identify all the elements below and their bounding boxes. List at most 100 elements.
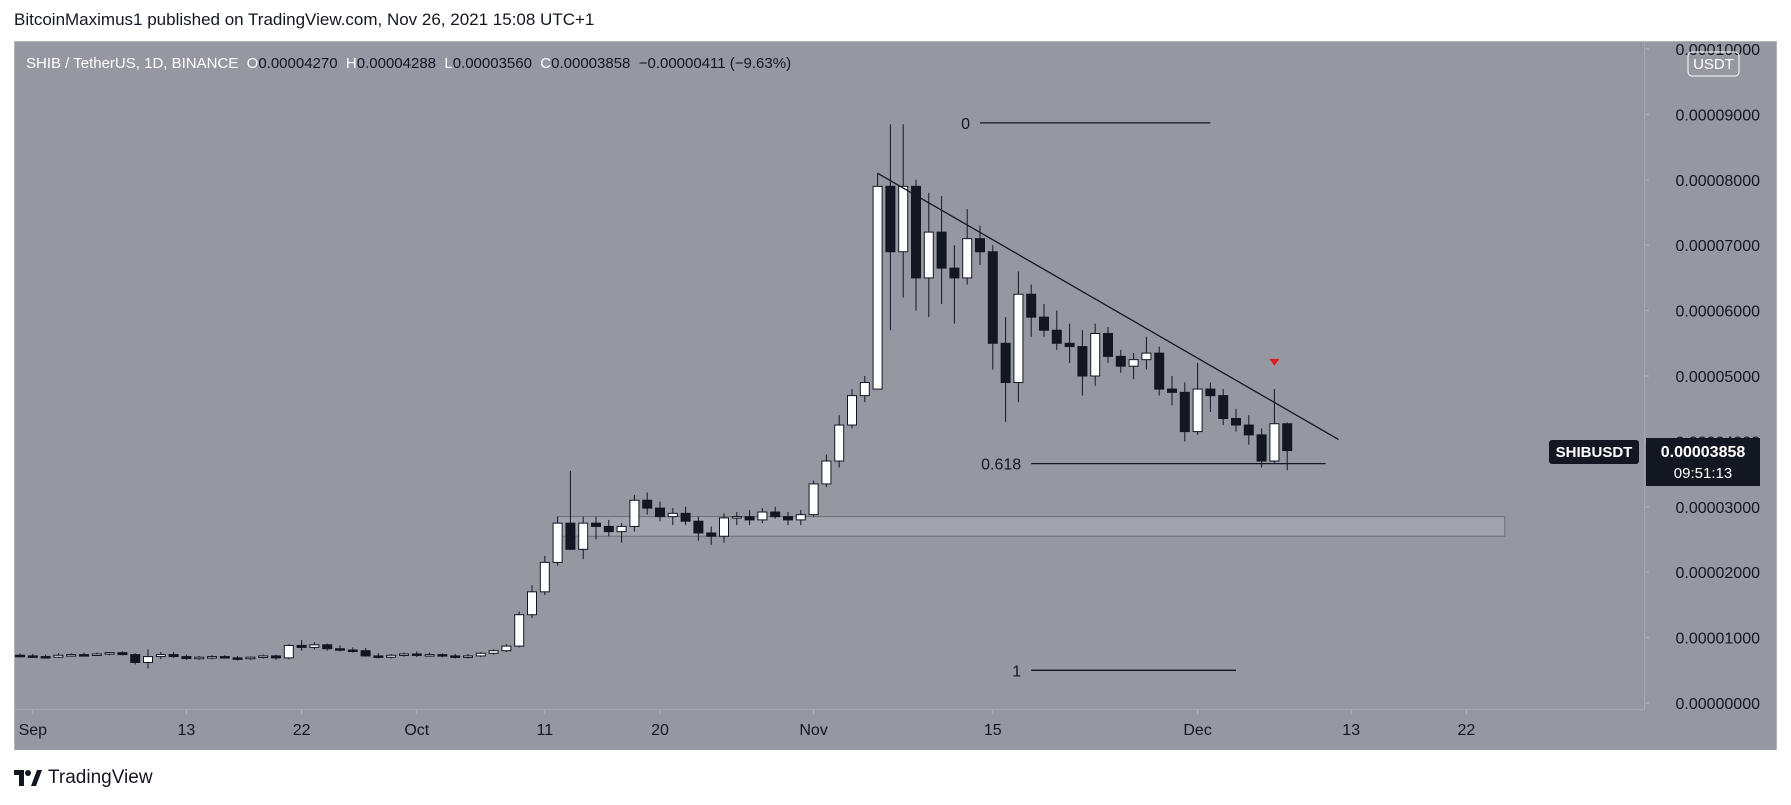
currency-badge-frame [1687, 51, 1740, 77]
time-tick-label: 13 [1342, 722, 1360, 739]
time-tick-label: Nov [799, 722, 827, 739]
legend-h-label: H [346, 55, 357, 72]
candle-body [527, 591, 537, 616]
candle-body [872, 185, 883, 390]
candle-body [847, 395, 857, 426]
fib-level-label: 0 [961, 116, 970, 133]
candle-body [386, 654, 397, 658]
candle-body [143, 656, 153, 663]
legend-c-value: 0.00003858 [551, 55, 639, 72]
candle-body [53, 654, 64, 658]
candle-body [1051, 329, 1062, 344]
candle-body [834, 424, 845, 462]
price-tick-label: 0.00002000 [1675, 565, 1760, 582]
candle-body [79, 654, 89, 657]
publisher-line: BitcoinMaximus1 published on TradingView… [14, 10, 595, 29]
price-tick-label: 0.00005000 [1675, 369, 1760, 386]
candle-body [1013, 293, 1024, 384]
candle-body [232, 657, 243, 660]
candle-body [731, 516, 742, 519]
candle-body [667, 512, 678, 518]
time-tick-label: 15 [984, 722, 1002, 739]
candle-body [885, 185, 896, 253]
candle-body [655, 507, 665, 518]
time-tick-label: 22 [293, 722, 311, 739]
candle-body [783, 516, 793, 521]
candle-body [578, 522, 589, 550]
candle-body [155, 654, 166, 658]
candle-body [642, 499, 653, 509]
legend-o-value: 0.00004270 [258, 55, 346, 72]
price-tick-label: 0.00000000 [1675, 696, 1760, 713]
candle-body [744, 516, 755, 521]
candle-body [475, 652, 486, 657]
candle-body [1064, 342, 1075, 348]
currency-badge: USDT [1693, 56, 1734, 73]
price-tick-label: 0.00006000 [1675, 304, 1760, 321]
price-tick-label: 0.00008000 [1675, 173, 1760, 190]
legend-h-value: 0.00004288 [357, 55, 445, 72]
price-tick-label: 0.00007000 [1675, 238, 1760, 255]
candle-body [219, 656, 230, 659]
candle-body [1167, 388, 1177, 393]
candle-body [296, 644, 307, 648]
candle-body [463, 655, 473, 658]
legend-l-value: 0.00003560 [453, 55, 541, 72]
descending-trendline [877, 172, 1339, 441]
fib-level-label: 0.618 [981, 457, 1021, 474]
candle-body [271, 655, 281, 659]
candle-body [450, 655, 461, 658]
candle-body [1192, 388, 1203, 433]
candle-body [821, 460, 832, 485]
candle-body [1269, 423, 1280, 462]
candle-body [1141, 352, 1152, 361]
candle-body [347, 649, 358, 653]
candle-body [1243, 424, 1254, 436]
candle-body [898, 185, 909, 253]
candle-body [181, 656, 192, 660]
candle-body [1128, 359, 1139, 367]
candle-body [962, 238, 973, 279]
candle-body [335, 648, 345, 651]
time-tick-label: Sep [19, 722, 48, 739]
time-axis-area [15, 710, 1776, 750]
candle-body [1026, 293, 1037, 318]
candle-body [1039, 316, 1049, 331]
last-price-label: 0.00003858 [1661, 444, 1746, 461]
bearish-marker-icon [1269, 358, 1280, 366]
candle-body [322, 644, 333, 650]
tradingview-brand: TradingView [48, 767, 153, 788]
tradingview-logo-icon [14, 770, 42, 786]
candle-body [283, 644, 294, 659]
candle-body [130, 654, 141, 663]
candle-body [539, 561, 550, 593]
price-axis-area [1645, 42, 1776, 710]
candle-body [117, 652, 128, 656]
candle-body [923, 231, 934, 279]
time-tick-label: 22 [1458, 722, 1476, 739]
candle-body [424, 654, 435, 657]
candle-body [591, 522, 601, 527]
time-tick-label: 20 [651, 722, 669, 739]
footer: TradingView [14, 767, 153, 789]
candle-body [1179, 391, 1190, 433]
candle-body [565, 522, 576, 550]
candle-body [1103, 332, 1113, 357]
candle-body [552, 522, 563, 563]
candle-body [258, 655, 269, 658]
candle-body [795, 514, 806, 521]
candle-body [987, 251, 998, 344]
candle-body [1205, 388, 1216, 397]
candle-body [616, 525, 627, 533]
candle-body [194, 656, 205, 660]
candle-body [501, 645, 512, 652]
candle-body [719, 517, 729, 537]
candle-body [693, 520, 704, 534]
candle-body [936, 231, 947, 269]
candle-body [15, 654, 25, 658]
ohlc-legend: SHIB / TetherUS, 1D, BINANCE O0.00004270… [26, 55, 791, 72]
candle-body [911, 185, 921, 279]
candle-body [1218, 395, 1229, 420]
candle-body [168, 654, 179, 658]
